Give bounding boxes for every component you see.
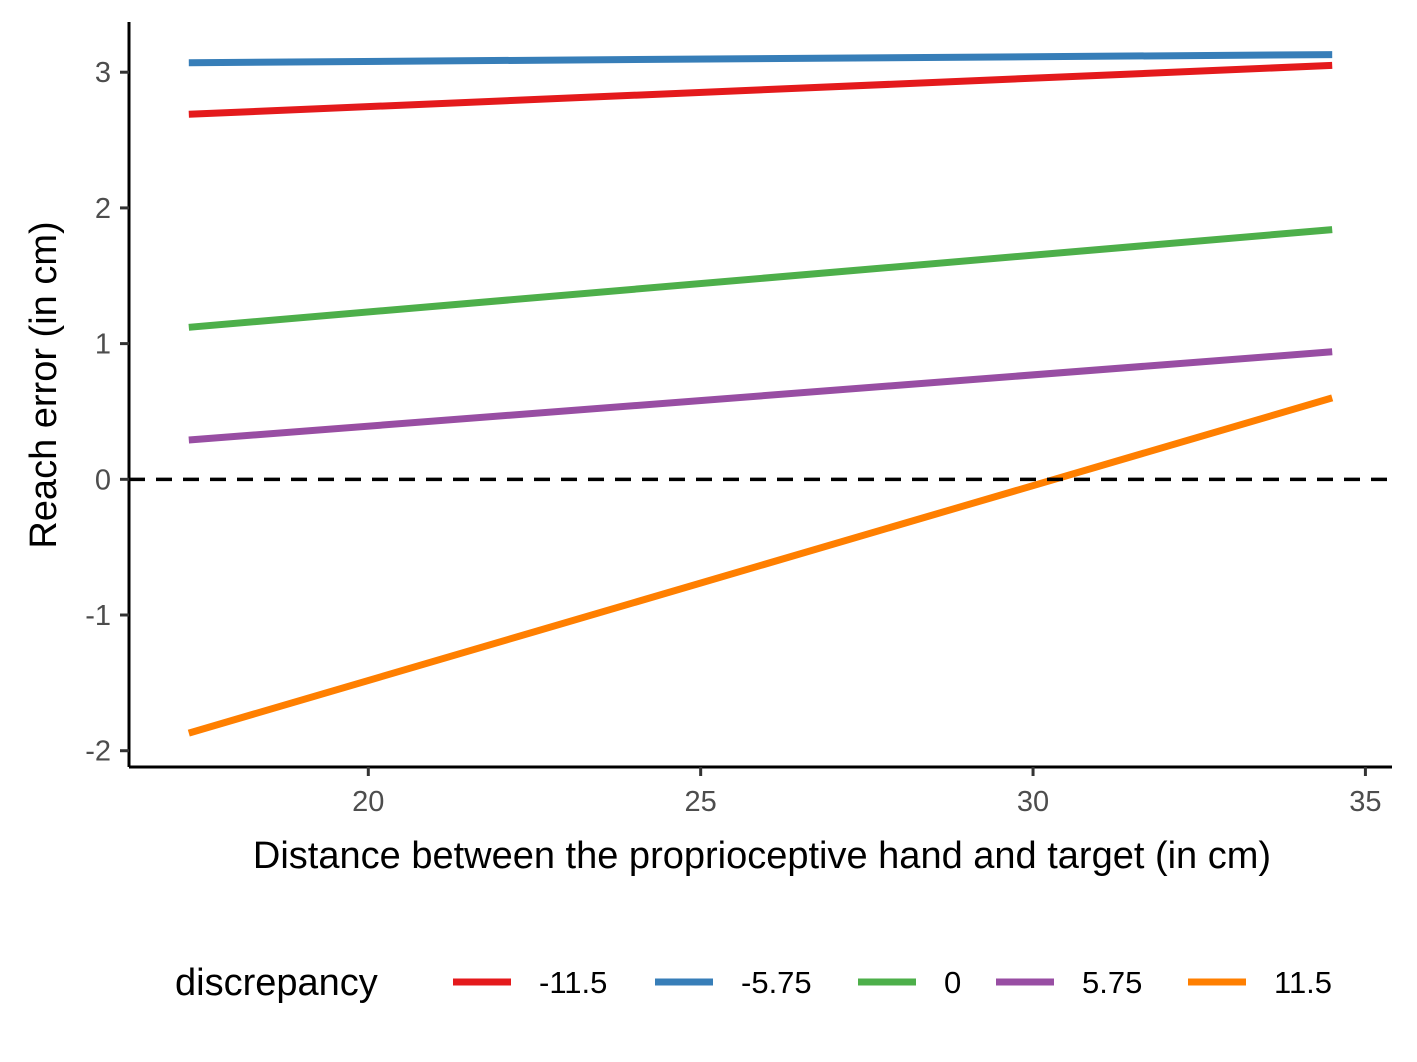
y-tick-label: 1	[95, 329, 111, 361]
x-tick-label: 25	[685, 786, 717, 818]
legend-item: -5.75	[655, 965, 812, 1000]
x-tick-label: 20	[352, 786, 384, 818]
legend-label: 0	[944, 965, 961, 1000]
x-axis-title: Distance between the proprioceptive hand…	[253, 835, 1271, 877]
legend-title: discrepancy	[175, 962, 378, 1004]
y-tick-label: 0	[95, 464, 111, 496]
plot-area	[129, 51, 1392, 737]
legend-label: -5.75	[741, 965, 812, 1000]
legend-item: -11.5	[453, 965, 607, 1000]
series-line-1	[188, 51, 1333, 67]
y-tick-label: -2	[85, 736, 111, 768]
legend-items: -11.5 -5.75 0 5.75 11.5	[453, 965, 1332, 1000]
y-tick-label: -1	[85, 600, 111, 632]
legend-label: -11.5	[539, 965, 607, 1000]
axes: 20 25 30 35 -2 -1 0 1 2 3	[85, 22, 1392, 818]
legend-item: 5.75	[996, 965, 1142, 1000]
series-line-0	[188, 61, 1333, 118]
legend: discrepancy -11.5 -5.75 0 5.75 11.5	[175, 962, 1332, 1004]
y-tick-label: 3	[95, 57, 111, 89]
y-ticks: -2 -1 0 1 2 3	[85, 57, 129, 768]
legend-item: 0	[858, 965, 961, 1000]
x-tick-label: 35	[1349, 786, 1381, 818]
series-line-2	[188, 226, 1333, 331]
series-line-4	[187, 394, 1334, 737]
legend-label: 5.75	[1082, 965, 1142, 1000]
x-tick-label: 30	[1017, 786, 1049, 818]
legend-item: 11.5	[1188, 965, 1332, 1000]
series-line-3	[188, 348, 1333, 444]
y-axis-title: Reach error (in cm)	[23, 221, 65, 548]
legend-label: 11.5	[1274, 965, 1332, 1000]
y-tick-label: 2	[95, 193, 111, 225]
x-ticks: 20 25 30 35	[352, 767, 1382, 818]
